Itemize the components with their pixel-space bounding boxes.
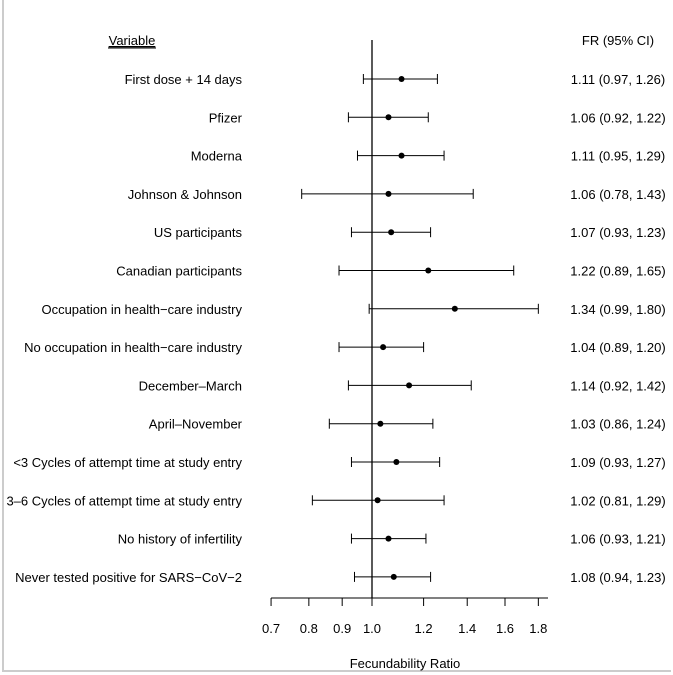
point-estimate <box>393 459 400 465</box>
point-estimate <box>385 114 392 121</box>
row-label: No history of infertility <box>118 532 243 547</box>
row-label: US participants <box>154 225 243 240</box>
row-label: April–November <box>149 417 243 432</box>
x-tick-label: 0.9 <box>333 621 351 636</box>
x-tick-label: 1.0 <box>363 621 381 636</box>
fr-ci-value: 1.06 (0.92, 1.22) <box>570 110 665 125</box>
row-label: Pfizer <box>209 110 243 125</box>
point-estimate <box>390 573 397 580</box>
fr-ci-value: 1.08 (0.94, 1.23) <box>570 570 665 585</box>
point-estimate <box>388 229 395 236</box>
row-label: Canadian participants <box>116 264 242 279</box>
row-label: Johnson & Johnson <box>128 187 242 202</box>
point-estimate <box>385 190 392 197</box>
point-estimate <box>451 305 458 312</box>
fr-ci-value: 1.02 (0.81, 1.29) <box>570 493 665 508</box>
fr-ci-value: 1.14 (0.92, 1.42) <box>570 378 665 393</box>
x-tick-label: 1.2 <box>415 621 433 636</box>
fr-ci-value: 1.11 (0.97, 1.26) <box>571 72 665 87</box>
point-estimate <box>374 497 381 504</box>
fr-ci-value: 1.03 (0.86, 1.24) <box>570 417 665 432</box>
fr-ci-value: 1.06 (0.78, 1.43) <box>570 187 665 202</box>
point-estimate <box>398 152 405 159</box>
point-estimate <box>380 344 387 351</box>
row-label: No occupation in health−care industry <box>24 340 242 355</box>
row-label: First dose + 14 days <box>125 72 243 87</box>
x-tick-label: 0.7 <box>262 621 280 636</box>
fr-ci-value: 1.09 (0.93, 1.27) <box>570 455 665 470</box>
point-estimate <box>398 76 405 82</box>
row-label: Moderna <box>191 149 243 164</box>
fr-ci-value: 1.07 (0.93, 1.23) <box>570 225 665 240</box>
fr-ci-value: 1.04 (0.89, 1.20) <box>570 340 665 355</box>
point-estimate <box>385 535 392 542</box>
x-tick-label: 0.8 <box>300 621 318 636</box>
point-estimate <box>425 267 432 274</box>
x-axis-title: Fecundability Ratio <box>350 656 461 671</box>
point-estimate <box>406 382 413 389</box>
fr-header: FR (95% CI) <box>582 33 654 48</box>
fr-ci-value: 1.34 (0.99, 1.80) <box>570 302 665 317</box>
x-tick-label: 1.4 <box>458 621 476 636</box>
fr-ci-value: 1.22 (0.89, 1.65) <box>570 264 665 279</box>
variable-header: Variable <box>109 33 156 48</box>
row-label: 3–6 Cycles of attempt time at study entr… <box>6 493 242 508</box>
x-tick-label: 1.8 <box>529 621 547 636</box>
x-tick-label: 1.6 <box>496 621 514 636</box>
fr-ci-value: 1.06 (0.93, 1.21) <box>570 532 665 547</box>
fr-ci-value: 1.11 (0.95, 1.29) <box>571 149 665 164</box>
row-label: Occupation in health−care industry <box>41 302 242 317</box>
point-estimate <box>377 420 384 427</box>
row-label: <3 Cycles of attempt time at study entry <box>13 455 242 470</box>
row-label: Never tested positive for SARS−CoV−2 <box>15 570 242 585</box>
row-label: December–March <box>139 378 242 393</box>
